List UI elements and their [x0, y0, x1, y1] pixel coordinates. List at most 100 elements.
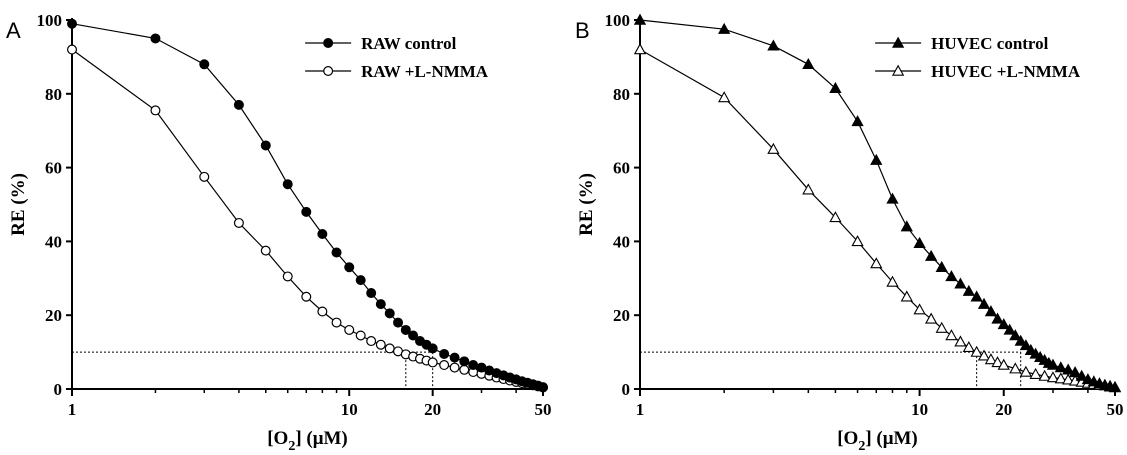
legend-item: RAW control	[305, 34, 457, 53]
y-tick-label: 20	[613, 306, 630, 325]
y-tick-label: 80	[613, 85, 630, 104]
legend-item: HUVEC +L-NMMA	[875, 62, 1081, 81]
y-axis-title: RE (%)	[576, 173, 597, 236]
data-point	[991, 312, 1004, 324]
data-point	[301, 291, 312, 302]
data-point	[1046, 371, 1060, 383]
y-tick-label: 0	[54, 380, 63, 399]
data-point	[925, 249, 938, 261]
x-tick-label: 20	[995, 400, 1012, 419]
x-axis-title: [O2] (μM)	[837, 428, 918, 454]
legend-item: RAW +L-NMMA	[305, 62, 489, 81]
data-point	[718, 91, 731, 103]
data-point	[1009, 362, 1022, 374]
y-tick-label: 100	[605, 11, 631, 30]
data-point	[459, 364, 470, 375]
data-point	[1075, 369, 1088, 381]
data-point	[970, 345, 983, 357]
data-point	[150, 105, 161, 116]
data-point	[954, 335, 967, 347]
data-point	[1062, 363, 1075, 375]
data-point	[913, 236, 926, 248]
data-point	[1038, 369, 1051, 381]
data-point	[233, 99, 244, 110]
legend-marker	[891, 36, 905, 48]
data-point	[449, 352, 460, 363]
data-point	[851, 235, 864, 247]
data-point	[945, 270, 958, 282]
panel-letter: A	[6, 18, 21, 43]
data-point	[317, 306, 328, 317]
data-point	[997, 318, 1010, 330]
data-point	[802, 57, 815, 69]
legend-item: HUVEC control	[875, 34, 1049, 53]
x-tick-label: 50	[1107, 400, 1124, 419]
data-point	[449, 362, 460, 373]
data-point	[282, 271, 293, 282]
y-tick-label: 60	[45, 159, 62, 178]
data-point	[935, 260, 948, 272]
data-point	[962, 284, 975, 296]
data-point	[1054, 361, 1067, 373]
data-point	[384, 343, 395, 354]
y-tick-label: 20	[45, 306, 62, 325]
data-point	[870, 257, 883, 269]
x-tick-label: 20	[424, 400, 441, 419]
series-1	[633, 43, 1122, 393]
data-point	[900, 290, 913, 302]
data-point	[970, 290, 983, 302]
data-point	[366, 336, 377, 347]
data-point	[344, 324, 355, 335]
data-point	[1108, 380, 1122, 392]
data-point	[900, 220, 913, 232]
data-point	[1046, 358, 1060, 370]
data-point	[1003, 323, 1016, 335]
x-tick-label: 10	[341, 400, 358, 419]
data-point	[260, 140, 271, 151]
data-point	[633, 13, 647, 25]
data-point	[260, 245, 271, 256]
y-tick-label: 40	[613, 232, 630, 251]
data-point	[1054, 372, 1067, 384]
data-point	[718, 22, 731, 34]
data-point	[767, 142, 780, 154]
data-point	[375, 339, 386, 350]
data-point	[984, 353, 998, 365]
data-point	[427, 343, 438, 354]
data-point	[408, 330, 419, 341]
data-point	[1014, 334, 1027, 346]
data-point	[802, 183, 815, 195]
legend-marker	[323, 37, 334, 48]
data-point	[997, 358, 1010, 370]
data-point	[925, 312, 938, 324]
y-tick-label: 60	[613, 159, 630, 178]
data-point	[439, 348, 450, 359]
data-point	[829, 211, 842, 223]
data-point	[886, 192, 899, 204]
series-1	[66, 44, 548, 393]
data-point	[459, 356, 470, 367]
series-line	[639, 48, 1116, 389]
data-point	[935, 321, 948, 333]
data-point	[331, 247, 342, 258]
data-point	[400, 324, 411, 335]
data-point	[199, 59, 210, 70]
data-point	[913, 303, 926, 315]
data-point	[977, 297, 991, 309]
panel-b: B 0 20 40 60 80 100 1 10 20 50 [O2] (μM) RE (%) HUVEC…	[575, 11, 1124, 454]
data-point	[344, 262, 355, 273]
y-axis-title: RE (%)	[8, 173, 29, 236]
data-point	[991, 356, 1004, 368]
x-tick-label: 50	[535, 400, 552, 419]
data-point	[439, 360, 450, 371]
data-point	[537, 382, 548, 393]
data-point	[282, 179, 293, 190]
data-point	[199, 171, 210, 182]
data-point	[384, 308, 395, 319]
data-point	[331, 317, 342, 328]
data-point	[1068, 366, 1082, 378]
y-tick-label: 100	[37, 11, 63, 30]
legend-label: HUVEC +L-NMMA	[931, 62, 1081, 81]
series-line	[71, 49, 544, 389]
y-tick-label: 80	[45, 85, 62, 104]
